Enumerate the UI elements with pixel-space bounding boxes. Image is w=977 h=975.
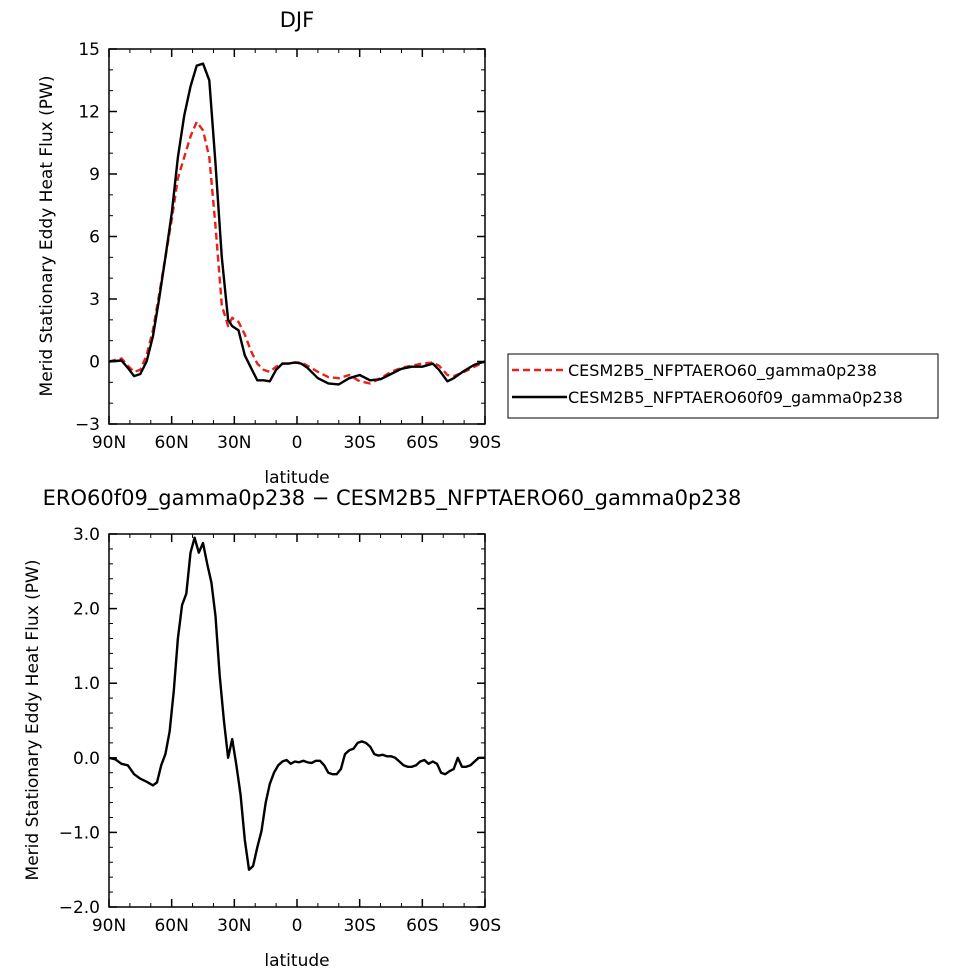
x-tick-label: 60N: [154, 916, 188, 936]
y-tick-label: −2.0: [59, 898, 100, 918]
y-tick-label: 3: [89, 290, 100, 310]
x-tick-label: 60S: [406, 916, 438, 936]
series-line-1: [108, 536, 485, 871]
legend: CESM2B5_NFPTAERO60_gamma0p238 CESM2B5_NF…: [507, 353, 939, 419]
y-tick-label: 2.0: [73, 600, 100, 620]
x-tick-label: 30N: [217, 916, 251, 936]
series-line-2: [108, 62, 486, 386]
y-tick-label: 1.0: [73, 674, 100, 694]
x-tick-label: 0: [292, 916, 303, 936]
chart-title-bottom: ERO60f09_gamma0p238 − CESM2B5_NFPTAERO60…: [43, 486, 742, 511]
y-tick-label: −1.0: [59, 823, 100, 843]
y-tick-label: 9: [89, 165, 100, 185]
y-tick-label: 6: [89, 228, 100, 248]
y-tick-label: 15: [78, 40, 100, 60]
panel-top: DJF 90N 60N 30N 0 30S 60S 90S −3 0 3 6 9 12 15 latitu…: [37, 8, 501, 488]
x-tick-label: 30S: [343, 916, 375, 936]
x-tick-label: 90S: [469, 916, 501, 936]
x-tick-label: 90N: [92, 916, 126, 936]
x-tick-label: 60N: [154, 433, 188, 453]
chart-title-top: DJF: [280, 8, 314, 32]
x-axis-label-top: latitude: [264, 468, 329, 488]
plot-frame-bottom: [108, 533, 486, 908]
x-tick-label: 30N: [217, 433, 251, 453]
y-axis-label-bottom: Merid Stationary Eddy Heat Flux (PW): [23, 560, 43, 881]
y-tick-label: −3: [75, 415, 100, 435]
legend-label-series-1: CESM2B5_NFPTAERO60_gamma0p238: [568, 361, 877, 381]
y-tick-label: 0.0: [73, 749, 100, 769]
x-axis-label-bottom: latitude: [264, 951, 329, 971]
plot-frame-top: [108, 48, 486, 425]
y-tick-label: 12: [78, 103, 100, 123]
x-tick-label: 90S: [469, 433, 501, 453]
x-tick-label: 0: [292, 433, 303, 453]
legend-box: [507, 353, 939, 419]
y-axis-label-top: Merid Stationary Eddy Heat Flux (PW): [37, 76, 57, 397]
x-tick-label: 90N: [92, 433, 126, 453]
x-tick-label: 30S: [343, 433, 375, 453]
y-tick-label: 0: [89, 353, 100, 373]
x-tick-label: 60S: [406, 433, 438, 453]
legend-label-series-2: CESM2B5_NFPTAERO60f09_gamma0p238: [568, 388, 903, 408]
y-tick-label: 3.0: [73, 525, 100, 545]
panel-bottom: ERO60f09_gamma0p238 − CESM2B5_NFPTAERO60…: [23, 486, 741, 971]
